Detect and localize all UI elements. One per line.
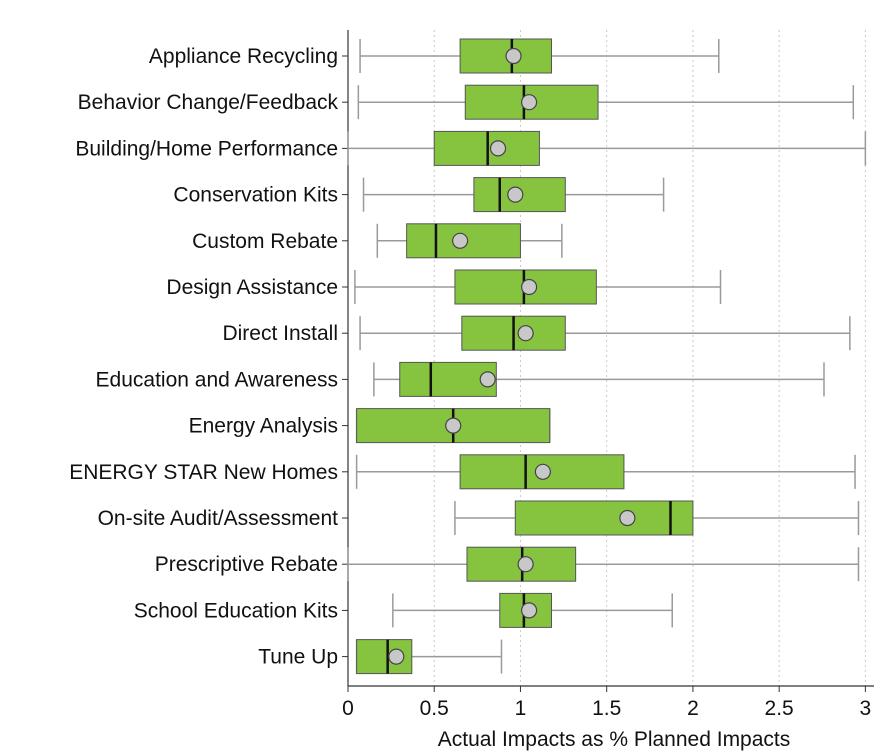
box-group	[373, 361, 825, 397]
category-label: Energy Analysis	[189, 415, 338, 438]
category-label: School Education Kits	[134, 599, 338, 622]
grid-lines	[433, 30, 866, 686]
box-group	[362, 177, 665, 213]
category-label: Appliance Recycling	[149, 45, 338, 68]
box	[356, 639, 413, 675]
category-label: Custom Rebate	[192, 230, 338, 253]
x-tick-label: 1	[515, 697, 527, 720]
mean-marker	[517, 556, 534, 573]
mean-marker	[517, 325, 534, 342]
boxes	[347, 38, 867, 675]
mean-marker	[534, 463, 551, 480]
mean-marker	[388, 648, 405, 665]
mean-marker	[520, 278, 538, 296]
box-group	[454, 500, 860, 536]
category-label: Education and Awareness	[96, 368, 338, 391]
box-group	[355, 639, 503, 675]
box-group	[357, 84, 855, 120]
mean-marker	[520, 94, 538, 111]
category-labels: Appliance Recycling Behavior Change/Feedb…	[69, 45, 338, 669]
x-axis-title: Actual Impacts as % Planned Impacts	[438, 728, 791, 751]
mean-marker	[489, 140, 507, 157]
box-group	[355, 408, 551, 444]
box-group	[347, 546, 860, 582]
x-tick-labels: 0 0.5 1 1.5 2 2.5 3	[342, 697, 871, 720]
x-tick-label: 1.5	[592, 697, 621, 720]
mean-marker	[619, 509, 636, 527]
category-label: Prescriptive Rebate	[155, 553, 338, 576]
mean-marker	[451, 232, 469, 249]
x-tick-label: 0.5	[420, 697, 449, 720]
x-tick-label: 3	[860, 697, 872, 720]
mean-marker	[520, 602, 538, 619]
x-tick-label: 2.5	[765, 697, 794, 720]
box	[514, 500, 694, 536]
box-group	[355, 454, 856, 490]
category-label: Design Assistance	[166, 276, 338, 299]
box-group	[354, 269, 722, 305]
box-group	[392, 592, 673, 628]
mean-marker	[507, 186, 524, 203]
x-tick-label: 0	[342, 697, 354, 720]
mean-marker	[505, 47, 522, 65]
category-label: On-site Audit/Assessment	[98, 507, 339, 530]
category-label: Building/Home Performance	[75, 137, 338, 160]
category-label: Tune Up	[258, 646, 338, 669]
category-label: ENERGY STAR New Homes	[69, 461, 338, 484]
category-label: Direct Install	[222, 322, 338, 345]
category-label: Conservation Kits	[173, 184, 338, 207]
mean-marker	[479, 371, 496, 388]
box-group	[359, 315, 851, 351]
mean-marker	[445, 417, 462, 434]
box	[473, 177, 566, 213]
box-group	[347, 130, 867, 166]
box	[399, 361, 497, 397]
axes	[342, 30, 874, 692]
x-tick-label: 2	[687, 697, 699, 720]
box-group	[376, 223, 563, 259]
category-label: Behavior Change/Feedback	[78, 91, 339, 114]
box-group	[359, 38, 720, 74]
